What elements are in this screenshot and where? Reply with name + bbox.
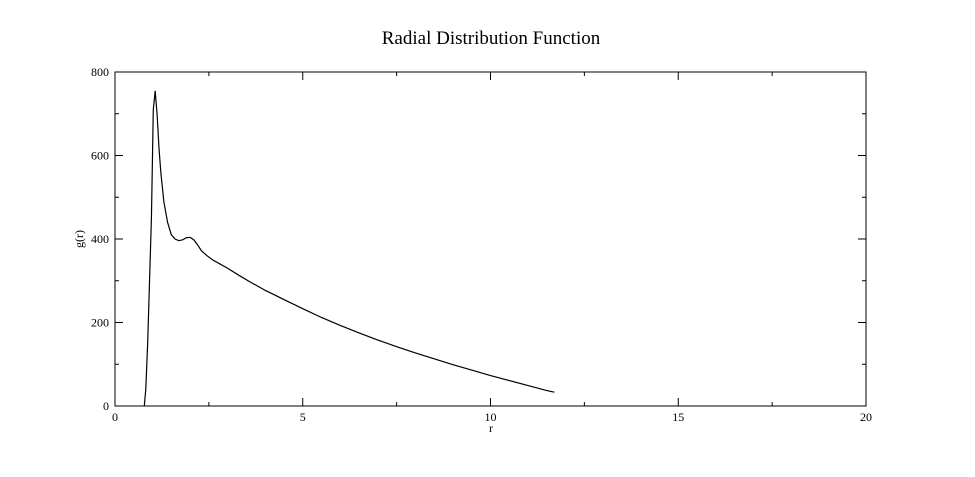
y-tick-label: 0 (103, 399, 109, 413)
axis-ticks (114, 71, 867, 407)
y-tick-label: 400 (91, 232, 109, 246)
y-tick-label: 200 (91, 316, 109, 330)
x-tick-label: 15 (672, 410, 684, 424)
y-tick-label: 600 (91, 149, 109, 163)
x-tick-label: 5 (300, 410, 306, 424)
y-axis-label: g(r) (72, 230, 86, 248)
plot-frame (114, 71, 867, 407)
x-axis-label: r (489, 421, 493, 435)
y-tick-label: 800 (91, 65, 109, 79)
chart-title: Radial Distribution Function (382, 28, 601, 49)
x-tick-label: 10 (485, 410, 497, 424)
x-tick-label: 0 (112, 410, 118, 424)
x-tick-label: 20 (860, 410, 872, 424)
series-line-rdf (143, 90, 555, 407)
